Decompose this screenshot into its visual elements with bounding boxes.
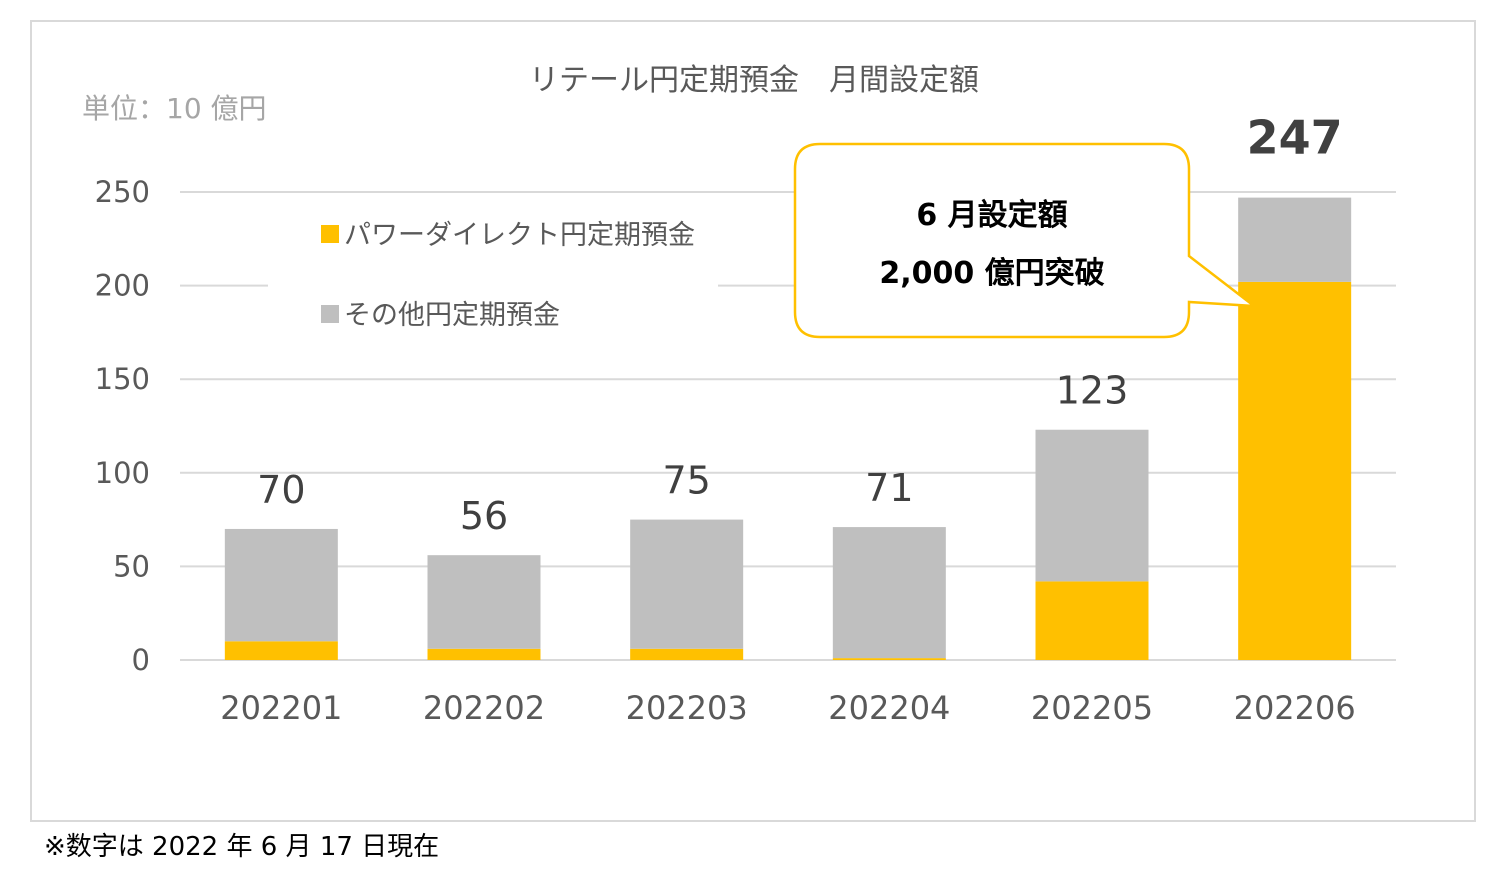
x-tick-label: 202201 xyxy=(220,689,342,727)
y-tick-label: 250 xyxy=(95,175,150,209)
legend-swatch-power-direct xyxy=(321,225,339,243)
bar-202201-series-0 xyxy=(224,641,338,660)
x-tick-label: 202203 xyxy=(626,689,748,727)
callout-bubble xyxy=(793,142,1258,339)
bar-202205-series-0 xyxy=(1035,581,1149,660)
data-label-total: 70 xyxy=(257,468,305,512)
y-tick-label: 50 xyxy=(113,549,150,583)
bars xyxy=(224,197,1352,660)
bar-202203-series-0 xyxy=(630,648,744,660)
bar-202203-series-1 xyxy=(630,519,744,649)
x-tick-label: 202202 xyxy=(423,689,545,727)
legend-background xyxy=(268,200,718,340)
data-label-total: 71 xyxy=(865,466,913,510)
bar-202204-series-0 xyxy=(832,658,946,660)
y-tick-label: 100 xyxy=(95,456,150,490)
bar-202204-series-1 xyxy=(832,527,946,659)
x-tick-label: 202206 xyxy=(1234,689,1356,727)
callout: 6 月設定額 2,000 億円突破 xyxy=(793,142,1258,339)
y-tick-label: 0 xyxy=(132,643,150,677)
chart-title: リテール円定期預金 月間設定額 xyxy=(529,63,979,98)
data-label-total: 123 xyxy=(1056,369,1129,413)
chart-frame: リテール円定期預金 月間設定額 単位：10 億円 0 50 100 150 200 250… xyxy=(30,20,1476,822)
bar-202206-series-0 xyxy=(1238,281,1352,660)
data-label-total: 75 xyxy=(662,459,710,503)
data-label-total: 56 xyxy=(460,494,508,538)
chart-svg: リテール円定期預金 月間設定額 単位：10 億円 0 50 100 150 200 250… xyxy=(82,63,1396,727)
x-tick-label: 202205 xyxy=(1031,689,1153,727)
legend-label-power-direct: パワーダイレクト円定期預金 xyxy=(344,220,695,251)
legend-label-other: その他円定期預金 xyxy=(344,300,560,331)
y-tick-label: 150 xyxy=(95,362,150,396)
data-label-total: 247 xyxy=(1247,111,1343,165)
bar-202206-series-1 xyxy=(1238,197,1352,282)
data-labels: 70 56 75 71 123 247 xyxy=(257,111,1343,539)
x-tick-label: 202204 xyxy=(828,689,950,727)
callout-line-2: 2,000 億円突破 xyxy=(879,256,1104,291)
bar-202205-series-1 xyxy=(1035,429,1149,582)
bar-202202-series-1 xyxy=(427,555,541,649)
callout-line-1: 6 月設定額 xyxy=(916,198,1067,233)
bar-202202-series-0 xyxy=(427,648,541,660)
x-axis: 202201 202202 202203 202204 202205 202206 xyxy=(220,689,1355,727)
footnote: ※数字は 2022 年 6 月 17 日現在 xyxy=(44,832,440,862)
y-tick-label: 200 xyxy=(95,269,150,303)
legend: パワーダイレクト円定期預金 その他円定期預金 xyxy=(268,200,718,340)
unit-label: 単位：10 億円 xyxy=(82,92,267,125)
legend-swatch-other xyxy=(321,305,339,323)
y-axis: 0 50 100 150 200 250 xyxy=(95,175,150,677)
bar-202201-series-1 xyxy=(224,528,338,642)
